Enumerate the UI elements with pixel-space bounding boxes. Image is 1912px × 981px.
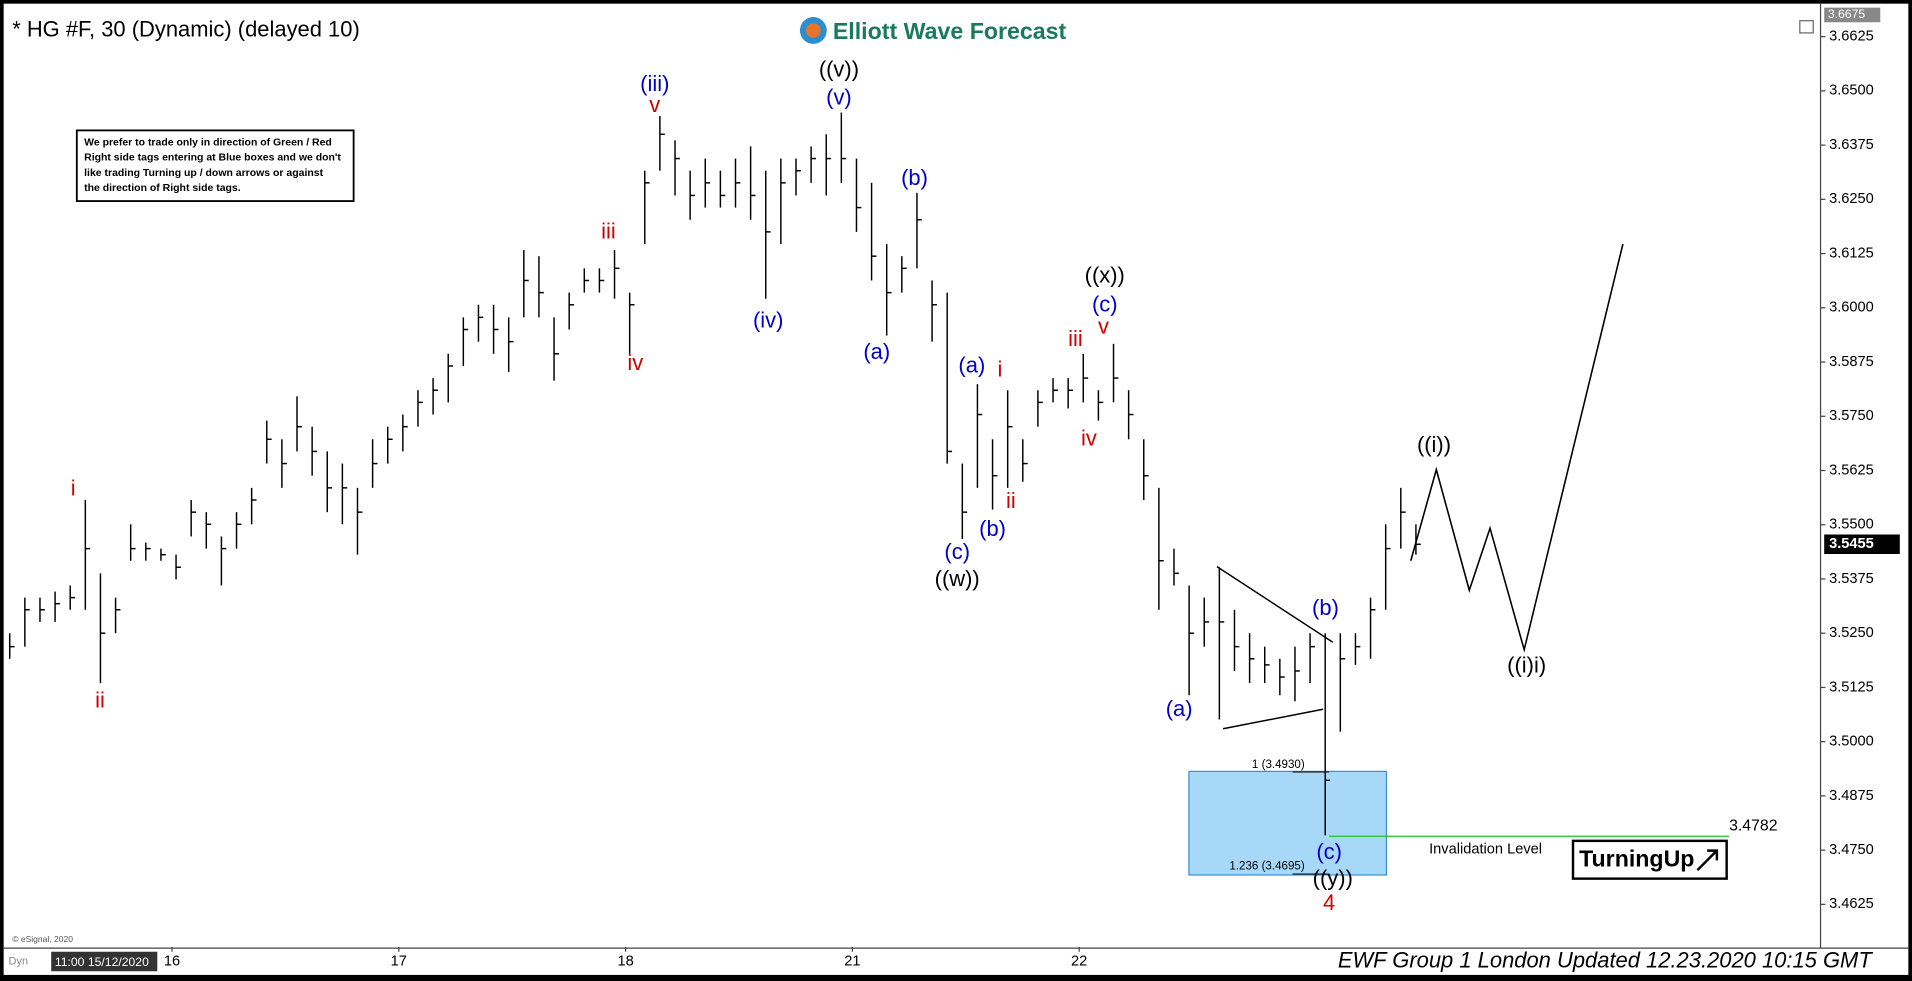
wave-label: i	[997, 356, 1002, 381]
signal-box	[1571, 839, 1728, 880]
wave-label: (iii)	[640, 71, 669, 96]
note-line: We prefer to trade only in direction of …	[84, 137, 332, 148]
start-time-box	[51, 951, 158, 972]
x-tick-label: 21	[844, 953, 860, 969]
wave-label: v	[649, 92, 660, 117]
session-high-box	[1824, 7, 1881, 23]
wave-label: (c)	[1092, 292, 1118, 317]
start-time: 11:00 15/12/2020	[55, 955, 149, 969]
chart-title: * HG #F, 30 (Dynamic) (delayed 10)	[12, 16, 360, 41]
wave-label: (b)	[979, 516, 1006, 541]
window-button[interactable]	[1799, 20, 1814, 34]
brand-name: Elliott Wave Forecast	[833, 18, 1067, 44]
y-tick-label: 3.5875	[1829, 354, 1874, 370]
brand-icon	[806, 23, 821, 38]
wave-label: iii	[1068, 326, 1083, 351]
wave-label: ii	[1006, 488, 1016, 513]
last-price-label: 3.5455	[1829, 536, 1874, 552]
note-line: Right side tags entering at Blue boxes a…	[84, 153, 341, 164]
y-tick-label: 3.5125	[1829, 679, 1874, 695]
copyright: © eSignal, 2020	[12, 934, 73, 944]
y-tick-label: 3.5000	[1829, 734, 1874, 750]
triangle-line	[1222, 708, 1324, 730]
wave-label: i	[71, 476, 76, 501]
fib-label: 1 (3.4930)	[1252, 759, 1305, 771]
wave-label: iv	[627, 350, 643, 375]
wave-label: (a)	[863, 339, 890, 364]
wave-label: ((y))	[1313, 866, 1353, 891]
signal-arrow	[1696, 849, 1719, 871]
y-tick-label: 3.6375	[1829, 137, 1874, 153]
brand: Elliott Wave Forecast	[799, 17, 1067, 44]
wave-label: v	[1098, 314, 1109, 339]
wave-label: iv	[1081, 426, 1097, 451]
target-box	[1188, 770, 1388, 876]
signal-label: TurningUp	[1579, 845, 1694, 871]
y-tick-label: 3.6000	[1829, 300, 1874, 316]
x-tick-label: 22	[1071, 953, 1087, 969]
x-tick-label: 17	[391, 953, 407, 969]
wave-label: (b)	[1312, 595, 1339, 620]
wave-label: (c)	[944, 539, 970, 564]
triangle-line	[1216, 566, 1334, 643]
wave-label: (a)	[1166, 696, 1193, 721]
y-tick-label: 3.6625	[1829, 29, 1874, 45]
y-tick-label: 3.5750	[1829, 408, 1874, 424]
y-tick-label: 3.5500	[1829, 517, 1874, 533]
x-tick-label: 18	[617, 953, 633, 969]
corner-tag: Dyn	[9, 955, 29, 967]
y-tick-label: 3.4875	[1829, 788, 1874, 804]
wave-label: (v)	[826, 85, 852, 110]
y-tick-label: 3.5250	[1829, 625, 1874, 641]
wave-label: (c)	[1316, 839, 1342, 864]
fib-label: 1.236 (3.4695)	[1229, 861, 1304, 873]
wave-label: (iv)	[753, 308, 783, 333]
invalidation-label: Invalidation Level	[1429, 842, 1542, 858]
projection-path	[1410, 243, 1624, 653]
wave-label: ii	[95, 688, 105, 713]
wave-label: 4	[1323, 890, 1335, 915]
last-price-box	[1824, 534, 1900, 555]
note-line: the direction of Right side tags.	[84, 183, 241, 194]
wave-label: ((x))	[1085, 262, 1125, 287]
y-tick-label: 3.5375	[1829, 571, 1874, 587]
wave-label: ((v))	[819, 56, 859, 81]
note-box	[75, 129, 355, 202]
y-tick-label: 3.4750	[1829, 842, 1874, 858]
y-tick-label: 3.6500	[1829, 83, 1874, 99]
wave-label: iii	[601, 219, 616, 244]
y-tick-label: 3.6125	[1829, 245, 1874, 261]
y-tick-label: 3.5625	[1829, 462, 1874, 478]
invalidation-value: 3.4782	[1729, 818, 1777, 835]
y-tick-label: 3.6250	[1829, 191, 1874, 207]
wave-label: ((w))	[935, 566, 980, 591]
wave-label: (a)	[958, 353, 985, 378]
wave-label: ((i)i)	[1507, 652, 1546, 677]
wave-label: ((i))	[1417, 432, 1451, 457]
note-line: like trading Turning up / down arrows or…	[84, 168, 323, 179]
footer: EWF Group 1 London Updated 12.23.2020 10…	[1338, 947, 1874, 972]
session-high-label: 3.6675	[1828, 7, 1866, 21]
wave-label: (b)	[901, 165, 928, 190]
x-tick-label: 16	[164, 953, 180, 969]
y-tick-label: 3.4625	[1829, 896, 1874, 912]
